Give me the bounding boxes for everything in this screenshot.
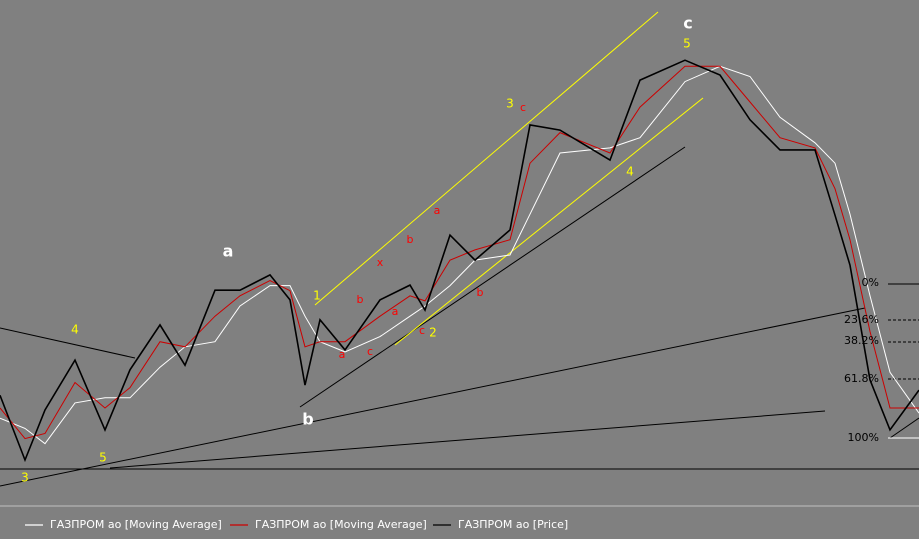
wave-label: b bbox=[407, 233, 414, 246]
legend-label: ГАЗПРОМ ао [Price] bbox=[458, 518, 568, 531]
trend-line bbox=[0, 307, 866, 487]
legend-label: ГАЗПРОМ ао [Moving Average] bbox=[255, 518, 427, 531]
wave-label: 2 bbox=[429, 326, 437, 340]
wave-label: c bbox=[520, 101, 526, 114]
wave-label: c bbox=[419, 324, 425, 337]
wave-label: a bbox=[392, 305, 399, 318]
series-line bbox=[0, 65, 919, 445]
fib-label: 23.6% bbox=[844, 313, 879, 326]
series-line bbox=[0, 65, 919, 440]
channel-line bbox=[314, 11, 659, 306]
trend-line bbox=[109, 410, 826, 469]
fib-label: 61.8% bbox=[844, 372, 879, 385]
wave-label: a bbox=[223, 242, 234, 261]
wave-label: a bbox=[434, 204, 441, 217]
wave-label: x bbox=[377, 256, 384, 269]
wave-label: c bbox=[367, 345, 373, 358]
fib-label: 0% bbox=[862, 276, 879, 289]
wave-label: 3 bbox=[21, 471, 29, 485]
wave-label: 5 bbox=[99, 451, 107, 465]
series-line bbox=[0, 59, 919, 463]
trend-line bbox=[889, 417, 919, 439]
fib-label: 100% bbox=[848, 431, 879, 444]
wave-label: b bbox=[477, 286, 484, 299]
wave-label: 5 bbox=[683, 37, 691, 51]
wave-label: c bbox=[683, 14, 692, 33]
wave-label: 3 bbox=[506, 97, 514, 111]
wave-label: b bbox=[302, 410, 313, 429]
wave-label: b bbox=[357, 293, 364, 306]
legend-label: ГАЗПРОМ ао [Moving Average] bbox=[50, 518, 222, 531]
wave-label: 4 bbox=[626, 165, 634, 179]
wave-label: 1 bbox=[313, 289, 321, 303]
wave-label: a bbox=[339, 348, 346, 361]
channel-line bbox=[394, 97, 704, 346]
trend-line bbox=[299, 146, 686, 408]
fib-label: 38.2% bbox=[844, 334, 879, 347]
trend-line bbox=[0, 327, 136, 359]
trend-lines bbox=[0, 11, 919, 487]
wave-label: 4 bbox=[71, 323, 79, 337]
